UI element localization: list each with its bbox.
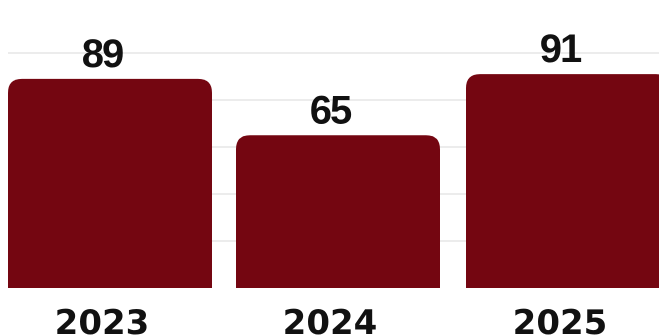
bar-2024 <box>236 135 440 288</box>
category-label-2024: 2024 <box>283 303 378 336</box>
value-label-2023: 89 <box>82 32 123 76</box>
value-labels: 89 65 91 <box>82 27 584 132</box>
value-label-2024: 65 <box>310 88 352 132</box>
value-label-2025: 91 <box>540 27 582 71</box>
bar-2023 <box>8 78 212 288</box>
category-label-2025: 2025 <box>513 303 608 336</box>
bars <box>8 74 659 288</box>
category-label-2023: 2023 <box>55 303 150 336</box>
category-labels: 2023 2024 2025 <box>55 303 608 336</box>
bar-2025 <box>466 74 659 288</box>
